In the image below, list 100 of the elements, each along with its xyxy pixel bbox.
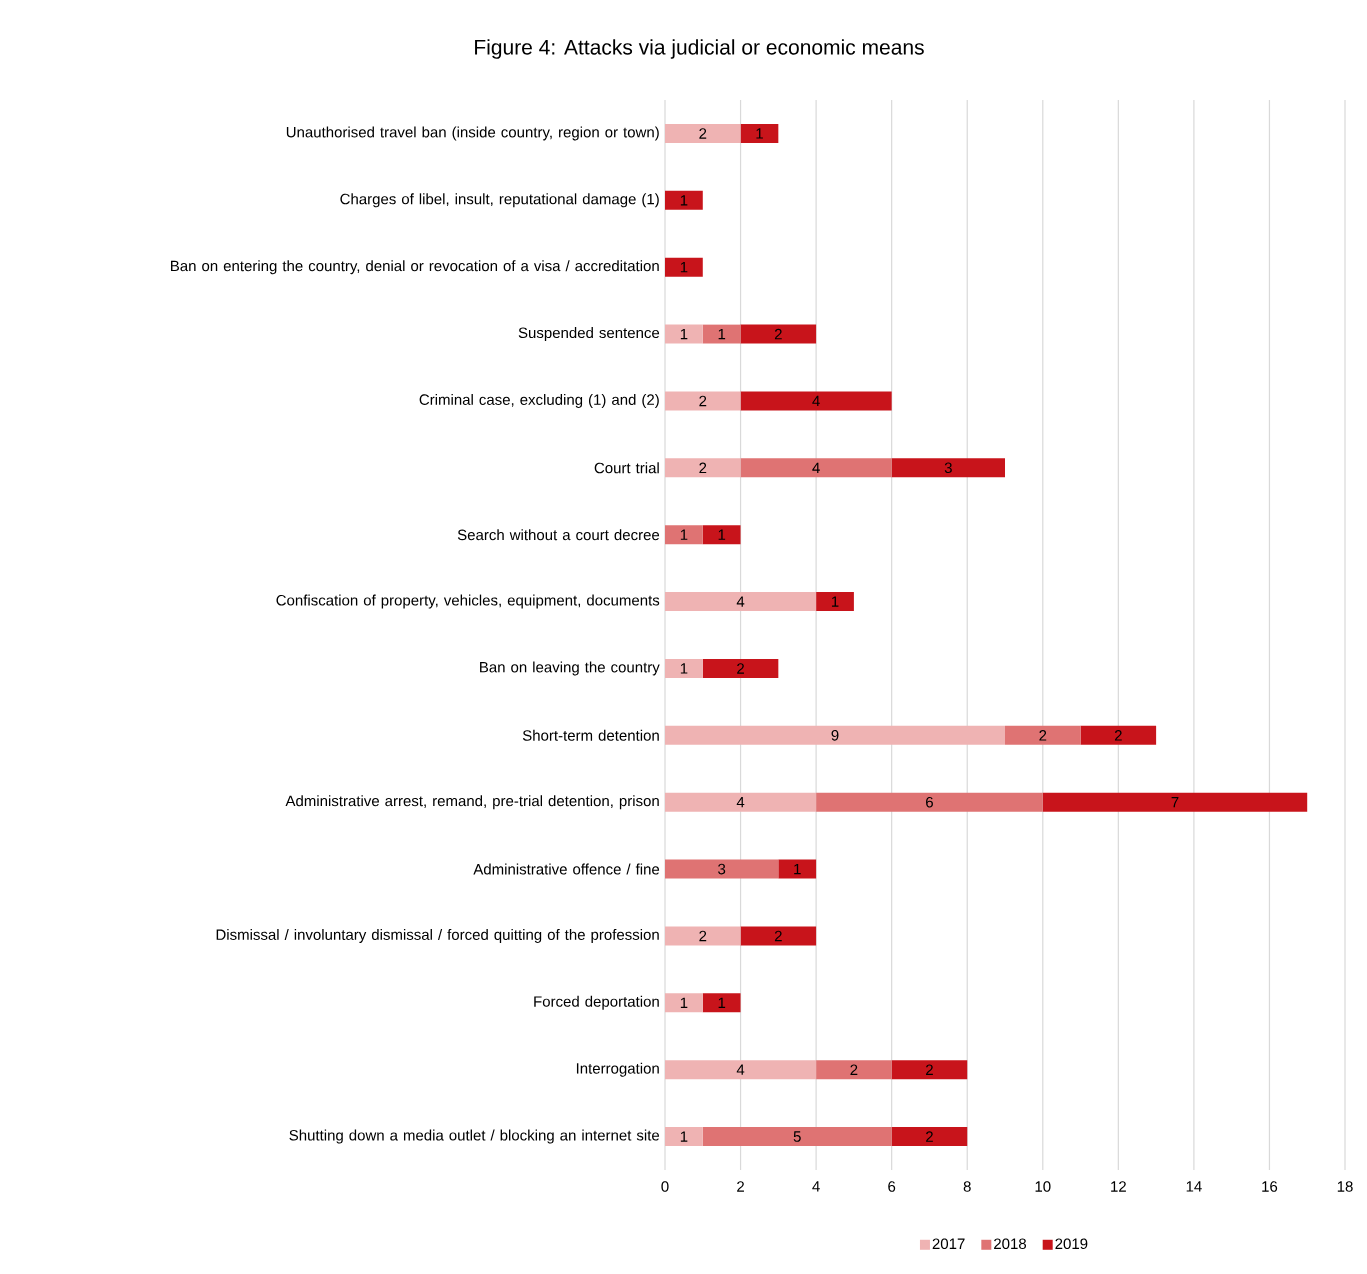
data-label: 4 xyxy=(812,395,820,407)
bar xyxy=(816,592,854,612)
data-label: 1 xyxy=(831,596,839,607)
bar xyxy=(665,257,703,277)
bar xyxy=(778,859,817,879)
data-label: 9 xyxy=(831,730,839,741)
data-label: 1 xyxy=(718,328,726,340)
y-tick-label: Confiscation of property, vehicles, equipment, documents xyxy=(276,594,660,609)
x-tick-label: 6 xyxy=(888,1181,896,1192)
data-label: 3 xyxy=(944,462,952,474)
x-tick-label: 8 xyxy=(963,1181,971,1192)
data-label: 2 xyxy=(699,462,707,474)
bar xyxy=(1080,725,1157,745)
data-label: 1 xyxy=(680,529,688,540)
y-tick-label: Administrative arrest, remand, pre-trial detention, prison xyxy=(285,795,659,810)
y-tick-label: Shutting down a media outlet / blocking an internet site xyxy=(289,1129,660,1144)
data-label: 2 xyxy=(1114,730,1122,741)
bar xyxy=(665,725,1006,745)
bar xyxy=(740,458,892,478)
bar xyxy=(665,658,703,678)
y-tick-label: Charges of libel, insult, reputational damage (1) xyxy=(340,193,659,208)
bar xyxy=(665,1127,703,1147)
legend-label: 2017 xyxy=(932,1238,965,1250)
data-label: 4 xyxy=(736,797,745,808)
bar xyxy=(702,525,741,545)
bar xyxy=(665,324,703,344)
data-label: 5 xyxy=(793,1131,801,1142)
bar xyxy=(891,1127,968,1147)
data-label: 2 xyxy=(737,663,744,674)
data-label: 1 xyxy=(680,195,688,206)
data-label: 2 xyxy=(1039,730,1047,741)
bar xyxy=(740,391,892,411)
data-label: 7 xyxy=(1171,797,1179,808)
data-label: 1 xyxy=(680,997,688,1008)
chart-title: Figure 4: Attacks via judicial or economic means xyxy=(475,39,924,59)
x-tick-label: 2 xyxy=(737,1181,744,1192)
bar xyxy=(665,592,817,612)
y-tick-label: Forced deportation xyxy=(534,995,659,1010)
x-tick-label: 12 xyxy=(1111,1181,1126,1192)
bar xyxy=(740,123,779,143)
data-label: 2 xyxy=(850,1064,858,1075)
data-label: 1 xyxy=(680,1131,688,1142)
x-tick-label: 0 xyxy=(661,1181,669,1192)
legend-label: 2018 xyxy=(994,1238,1027,1250)
bar xyxy=(816,792,1043,812)
y-tick-label: Unauthorised travel ban (inside country, region or town) xyxy=(286,126,659,141)
bar xyxy=(665,792,817,812)
data-label: 4 xyxy=(812,462,820,473)
y-tick-label: Short-term detention xyxy=(522,729,659,741)
data-label: 3 xyxy=(718,863,726,875)
data-label: 1 xyxy=(680,262,688,273)
y-tick-label: Ban on entering the country, denial or revocation of a visa / accreditation xyxy=(171,260,659,275)
data-label: 1 xyxy=(718,997,726,1008)
bar xyxy=(665,993,703,1013)
bar xyxy=(740,324,817,344)
y-tick-label: Dismissal / involuntary dismissal / forced quitting of the profession xyxy=(216,928,659,943)
data-label: 4 xyxy=(736,596,745,607)
data-label: 2 xyxy=(699,930,707,942)
bar xyxy=(665,458,741,478)
bar xyxy=(702,1127,892,1147)
bar xyxy=(1005,725,1081,745)
data-label: 2 xyxy=(699,128,707,139)
y-tick-label: Search without a court decree xyxy=(457,529,660,541)
bar xyxy=(665,926,741,946)
bar xyxy=(702,993,741,1013)
data-label: 1 xyxy=(718,529,726,540)
x-tick-label: 16 xyxy=(1262,1181,1278,1192)
data-label: 1 xyxy=(680,663,688,674)
x-tick-label: 14 xyxy=(1186,1181,1202,1192)
y-tick-label: Court trial xyxy=(594,462,659,474)
bar xyxy=(665,123,741,143)
x-tick-label: 10 xyxy=(1035,1181,1051,1192)
y-tick-label: Criminal case, excluding (1) and (2) xyxy=(419,393,659,408)
y-tick-label: Interrogation xyxy=(576,1062,659,1077)
bar xyxy=(665,391,741,411)
bar xyxy=(665,859,779,879)
bar xyxy=(702,658,779,678)
data-label: 2 xyxy=(774,328,782,340)
x-tick-label: 18 xyxy=(1337,1181,1353,1192)
bar xyxy=(665,190,703,210)
bar xyxy=(891,458,1006,478)
bar xyxy=(665,525,703,545)
bar xyxy=(1042,792,1308,812)
bar xyxy=(740,926,817,946)
bar xyxy=(891,1060,968,1080)
data-label: 2 xyxy=(699,395,707,407)
data-label: 6 xyxy=(926,796,933,808)
y-tick-label: Suspended sentence xyxy=(518,327,660,342)
y-tick-label: Ban on leaving the country xyxy=(480,661,660,676)
bar xyxy=(665,1060,817,1080)
data-label: 4 xyxy=(736,1064,745,1075)
x-tick-label: 4 xyxy=(812,1181,820,1192)
legend-label: 2019 xyxy=(1055,1238,1088,1250)
y-tick-label: Administrative offence / fine xyxy=(473,863,660,875)
data-label: 2 xyxy=(926,1064,933,1075)
bar xyxy=(702,324,741,344)
data-label: 2 xyxy=(774,930,782,942)
data-label: 1 xyxy=(680,328,688,340)
data-label: 1 xyxy=(756,128,763,139)
data-label: 2 xyxy=(926,1131,933,1142)
